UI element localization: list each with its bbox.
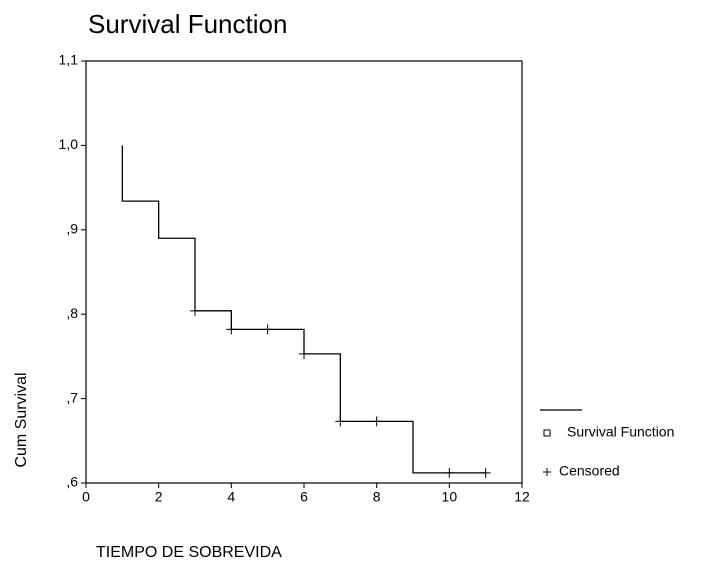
x-tick-label: 10 <box>442 489 458 505</box>
y-tick-label: ,7 <box>66 389 78 405</box>
censored-mark <box>226 324 237 335</box>
y-axis-label: Cum Survival <box>13 372 30 467</box>
legend-plus <box>543 468 551 476</box>
y-tick-label: ,9 <box>66 221 78 237</box>
legend-square <box>543 429 551 437</box>
legend-label: Survival Function <box>567 424 674 440</box>
censored-mark <box>299 348 309 359</box>
censored-mark <box>444 467 455 478</box>
x-tick-label: 2 <box>155 489 163 505</box>
x-tick-label: 8 <box>373 489 381 505</box>
censored-mark <box>262 324 273 335</box>
y-tick-label: 1,0 <box>59 136 79 152</box>
x-tick-label: 6 <box>300 489 308 505</box>
survival-line <box>121 145 486 474</box>
censored-mark <box>190 305 200 316</box>
plot-frame <box>85 60 523 484</box>
censored-mark <box>335 416 346 427</box>
legend-label: Censored <box>559 463 620 479</box>
x-tick-label: 12 <box>514 489 530 505</box>
censored-mark <box>371 416 382 427</box>
x-tick-label: 0 <box>82 489 90 505</box>
chart-title: Survival Function <box>88 9 287 39</box>
x-tick-label: 4 <box>227 489 235 505</box>
censored-mark <box>480 467 491 478</box>
y-tick-label: 1,1 <box>59 52 79 68</box>
x-axis-label: TIEMPO DE SOBREVIDA <box>96 544 282 561</box>
y-tick-label: ,6 <box>66 474 78 490</box>
y-tick-label: ,8 <box>66 305 78 321</box>
